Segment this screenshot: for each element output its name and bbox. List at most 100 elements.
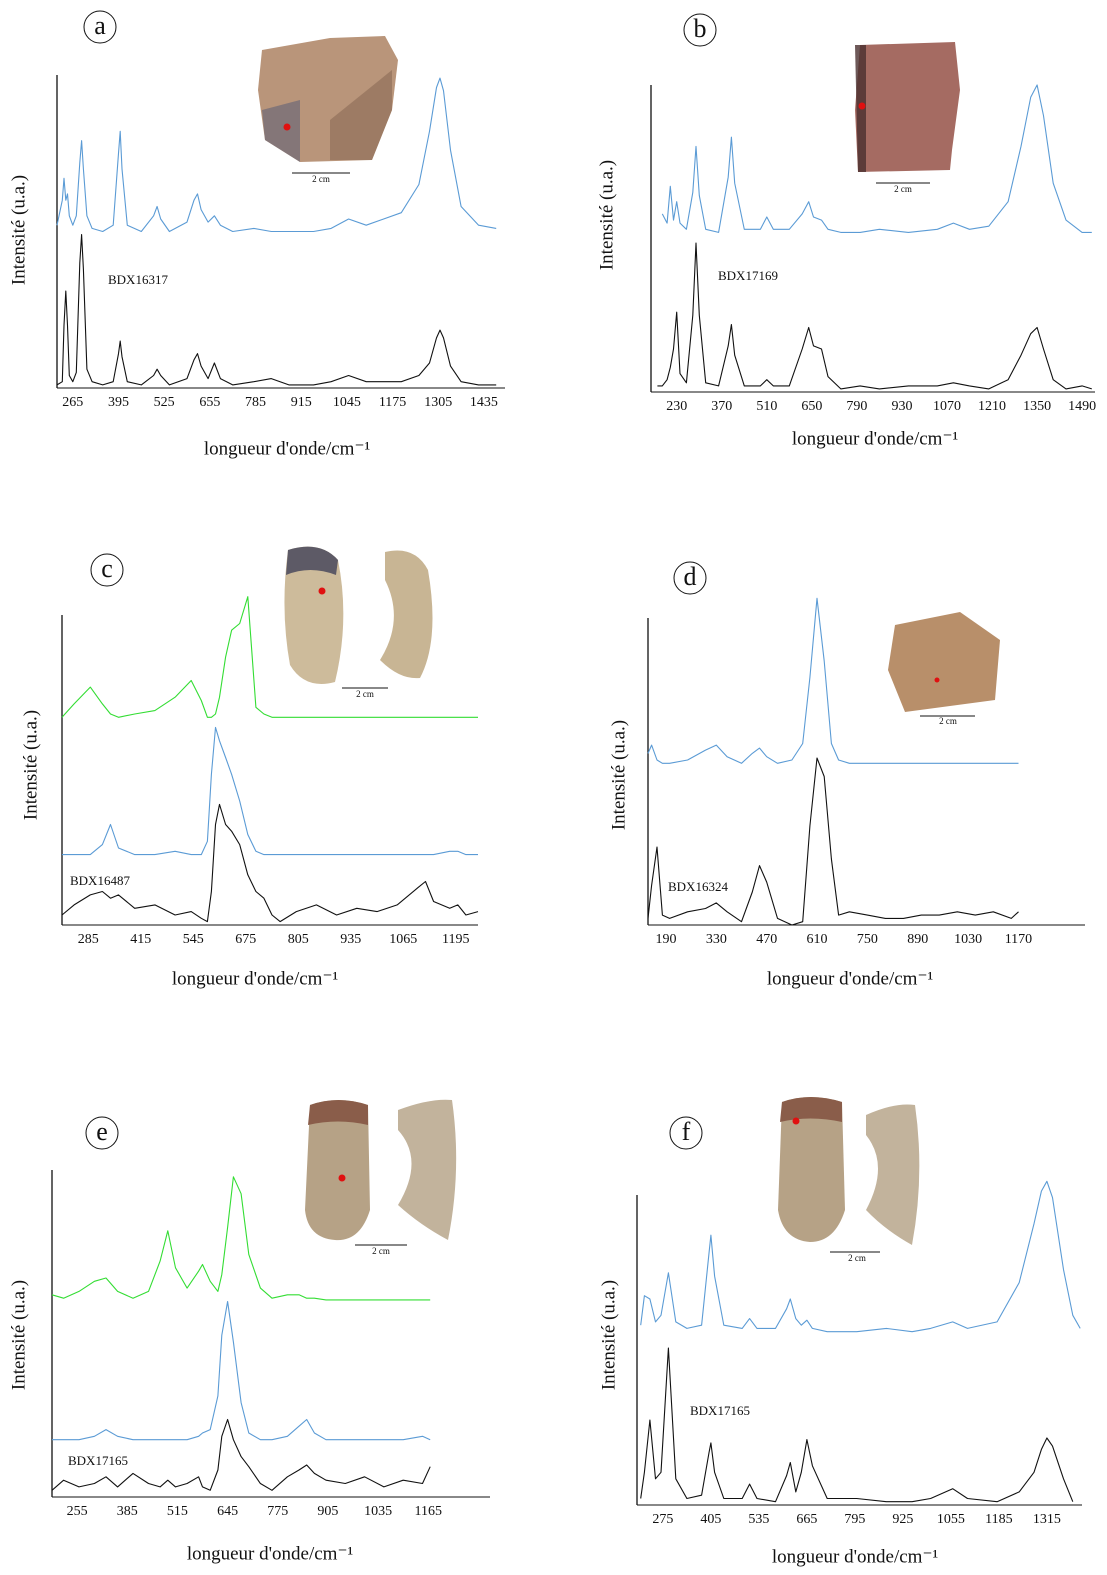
x-tick-label: 525 bbox=[154, 395, 175, 410]
panel-label: d bbox=[684, 562, 697, 591]
x-tick-label: 1055 bbox=[937, 1512, 965, 1527]
x-tick-label: 1305 bbox=[424, 395, 452, 410]
x-axis-label: longueur d'onde/cm⁻¹ bbox=[204, 438, 371, 459]
panel: f 275 405 535 665 795 925 1055 1185 1315 longueur … bbox=[598, 1116, 1082, 1567]
spectrum-line bbox=[56, 77, 497, 233]
spectrum-line bbox=[51, 1176, 431, 1301]
panel-label: e bbox=[96, 1117, 108, 1146]
x-tick-label: 330 bbox=[706, 932, 727, 947]
scale-label: 2 cm bbox=[848, 1253, 866, 1263]
x-axis-label: longueur d'onde/cm⁻¹ bbox=[792, 428, 959, 449]
x-tick-label: 890 bbox=[907, 932, 928, 947]
y-axis-label: Intensité (u.a.) bbox=[598, 1280, 619, 1390]
x-tick-label: 775 bbox=[267, 1504, 288, 1519]
spectrum-line bbox=[647, 757, 1019, 926]
spectrum-line bbox=[640, 1347, 1074, 1503]
x-tick-label: 915 bbox=[291, 395, 312, 410]
panel-badge bbox=[85, 1116, 119, 1150]
sample-label: BDX16317 bbox=[108, 272, 168, 287]
x-tick-label: 1070 bbox=[933, 399, 961, 414]
panel: a 265 395 525 655 785 915 1045 1175 1305 1435 longu… bbox=[8, 10, 505, 459]
spectrum-line bbox=[640, 1180, 1081, 1333]
photo-f: 2 cm bbox=[778, 1097, 920, 1263]
spectrum-line bbox=[56, 234, 497, 386]
x-tick-label: 665 bbox=[796, 1512, 817, 1527]
x-tick-label: 1185 bbox=[985, 1512, 1012, 1527]
x-tick-label: 255 bbox=[67, 1504, 88, 1519]
x-tick-label: 675 bbox=[235, 932, 256, 947]
x-tick-label: 1165 bbox=[415, 1504, 442, 1519]
x-tick-label: 805 bbox=[288, 932, 309, 947]
x-tick-label: 1170 bbox=[1005, 932, 1032, 947]
x-tick-label: 790 bbox=[846, 399, 867, 414]
scale-label: 2 cm bbox=[894, 184, 912, 194]
panel: d 190 330 470 610 750 890 1030 1170 longueur d'on… bbox=[608, 561, 1085, 989]
x-tick-label: 1195 bbox=[442, 932, 469, 947]
x-axis-label: longueur d'onde/cm⁻¹ bbox=[767, 968, 934, 989]
spectrum-line bbox=[61, 596, 478, 718]
x-tick-label: 1210 bbox=[978, 399, 1006, 414]
y-axis-label: Intensité (u.a.) bbox=[596, 160, 617, 270]
x-tick-label: 930 bbox=[891, 399, 912, 414]
panel-label: a bbox=[94, 11, 106, 40]
x-tick-label: 785 bbox=[245, 395, 266, 410]
x-tick-label: 1035 bbox=[364, 1504, 392, 1519]
x-tick-label: 415 bbox=[130, 932, 151, 947]
x-tick-label: 650 bbox=[801, 399, 822, 414]
x-tick-label: 750 bbox=[857, 932, 878, 947]
panel-label: b bbox=[694, 14, 707, 43]
y-axis-label: Intensité (u.a.) bbox=[8, 1280, 29, 1390]
panel: e 255 385 515 645 775 905 1035 1165 longueur d'on… bbox=[8, 1116, 490, 1564]
x-axis-label: longueur d'onde/cm⁻¹ bbox=[172, 968, 339, 989]
x-tick-label: 535 bbox=[748, 1512, 769, 1527]
x-tick-label: 370 bbox=[711, 399, 732, 414]
x-tick-label: 1435 bbox=[470, 395, 498, 410]
spectrum-line bbox=[647, 597, 1019, 764]
x-tick-label: 1065 bbox=[389, 932, 417, 947]
x-tick-label: 265 bbox=[62, 395, 83, 410]
spectrum-line bbox=[657, 242, 1092, 390]
x-tick-label: 1175 bbox=[379, 395, 406, 410]
spectrum-line bbox=[52, 1300, 431, 1441]
x-tick-label: 795 bbox=[844, 1512, 865, 1527]
x-axis-label: longueur d'onde/cm⁻¹ bbox=[772, 1546, 939, 1567]
x-tick-label: 275 bbox=[652, 1512, 673, 1527]
x-tick-label: 1350 bbox=[1023, 399, 1051, 414]
x-tick-label: 470 bbox=[756, 932, 777, 947]
panel: c 285 415 545 675 805 935 1065 1195 longueur d'on… bbox=[20, 553, 479, 989]
x-tick-label: 655 bbox=[199, 395, 220, 410]
x-tick-label: 1030 bbox=[954, 932, 982, 947]
x-tick-label: 925 bbox=[892, 1512, 913, 1527]
sample-label: BDX17169 bbox=[718, 268, 778, 283]
spectrum-line bbox=[61, 803, 479, 923]
x-tick-label: 395 bbox=[108, 395, 129, 410]
x-tick-label: 1315 bbox=[1033, 1512, 1061, 1527]
x-tick-label: 190 bbox=[655, 932, 676, 947]
spectrum-line bbox=[62, 726, 478, 856]
y-axis-label: Intensité (u.a.) bbox=[608, 720, 629, 830]
spectrum-line bbox=[661, 84, 1092, 233]
y-axis-label: Intensité (u.a.) bbox=[20, 710, 41, 820]
x-tick-label: 405 bbox=[700, 1512, 721, 1527]
x-tick-label: 230 bbox=[666, 399, 687, 414]
x-tick-label: 515 bbox=[167, 1504, 188, 1519]
x-axis-label: longueur d'onde/cm⁻¹ bbox=[187, 1543, 354, 1564]
panel-badge bbox=[683, 13, 717, 47]
photo-d: 2 cm bbox=[888, 612, 1000, 726]
x-tick-label: 610 bbox=[807, 932, 828, 947]
x-tick-label: 385 bbox=[117, 1504, 138, 1519]
panel-badge bbox=[90, 553, 124, 587]
scale-label: 2 cm bbox=[372, 1246, 390, 1256]
sample-label: BDX16324 bbox=[668, 879, 728, 894]
sample-label: BDX16487 bbox=[70, 873, 130, 888]
x-tick-label: 905 bbox=[317, 1504, 338, 1519]
photo-b: 2 cm bbox=[855, 42, 960, 194]
x-tick-label: 935 bbox=[340, 932, 361, 947]
x-tick-label: 645 bbox=[217, 1504, 238, 1519]
panel-badge bbox=[669, 1116, 703, 1150]
panel: b 230 370 510 650 790 930 1070 1210 1350 1490 longu… bbox=[596, 13, 1096, 449]
photo-a: 2 cm bbox=[258, 36, 398, 184]
scale-label: 2 cm bbox=[312, 174, 330, 184]
